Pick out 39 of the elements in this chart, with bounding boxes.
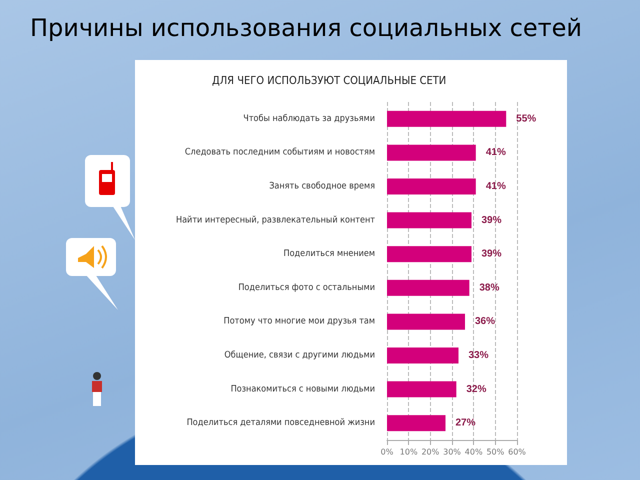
x-tick-label: 0%: [380, 448, 394, 456]
y-tick-label: Поделиться фото с остальными: [238, 282, 375, 293]
data-label: 33%: [468, 350, 489, 361]
chart-title: Причины использования социальных сетей: [30, 14, 582, 42]
y-tick-label: Найти интересный, развлекательный контент: [176, 215, 376, 226]
y-tick-label: Следовать последним событиям и новостям: [184, 148, 375, 158]
data-label: 39%: [482, 248, 502, 260]
bar: [387, 110, 506, 127]
data-label: 41%: [486, 181, 506, 192]
bar: [387, 314, 465, 330]
data-label: 41%: [486, 147, 506, 158]
bar: [387, 144, 476, 161]
bar: [387, 212, 472, 228]
x-tick-label: 20%: [421, 448, 440, 456]
data-label: 32%: [466, 384, 486, 395]
y-tick-label: Поделиться деталями повседневной жизни: [186, 418, 375, 428]
data-label: 27%: [456, 418, 476, 429]
bar: [387, 280, 470, 296]
x-tick-label: 40%: [464, 448, 483, 456]
x-tick-label: 10%: [400, 448, 418, 456]
y-tick-label: Познакомиться с новыми людьми: [230, 384, 375, 394]
y-tick-label: Потому что многие мои друзья там: [224, 316, 375, 327]
y-tick-label: Поделиться мнением: [284, 249, 375, 260]
data-label: 36%: [475, 316, 496, 328]
x-tick-label: 60%: [508, 448, 526, 456]
bar: [387, 178, 476, 194]
x-tick-label: 50%: [486, 448, 505, 456]
y-tick-label: Занять свободное время: [269, 182, 376, 192]
bar: [387, 381, 456, 398]
chart-subtitle: ДЛЯ ЧЕГО ИСПОЛЬЗУЮТ СОЦИАЛЬНЫЕ СЕТИ: [212, 74, 446, 87]
bar: [387, 246, 472, 262]
data-label: 38%: [479, 282, 500, 294]
data-label: 39%: [482, 214, 502, 226]
bar: [387, 348, 458, 364]
y-tick-label: Общение, связи с другими людьми: [224, 350, 375, 360]
y-tick-label: Чтобы наблюдать за друзьями: [243, 114, 375, 124]
x-tick-label: 30%: [443, 448, 462, 456]
bar: [387, 415, 446, 432]
data-label: 55%: [516, 113, 536, 124]
